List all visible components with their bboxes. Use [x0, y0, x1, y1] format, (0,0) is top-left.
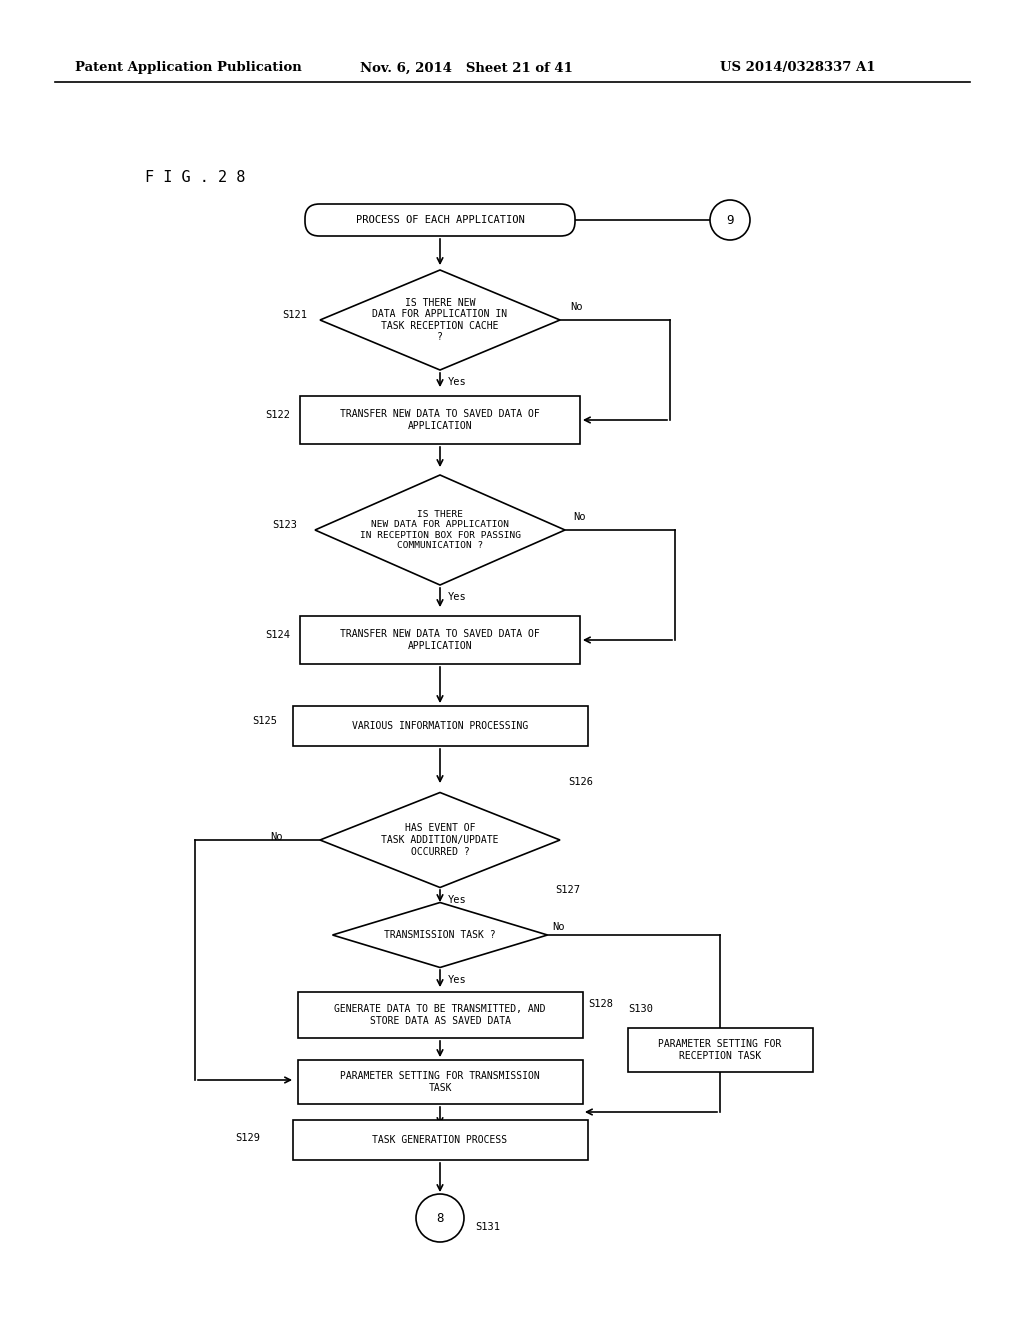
Text: PARAMETER SETTING FOR
RECEPTION TASK: PARAMETER SETTING FOR RECEPTION TASK: [658, 1039, 781, 1061]
Text: S122: S122: [265, 411, 290, 420]
Text: US 2014/0328337 A1: US 2014/0328337 A1: [720, 62, 876, 74]
Text: PROCESS OF EACH APPLICATION: PROCESS OF EACH APPLICATION: [355, 215, 524, 224]
Text: S126: S126: [568, 777, 593, 787]
Polygon shape: [319, 271, 560, 370]
Polygon shape: [315, 475, 565, 585]
Text: F I G . 2 8: F I G . 2 8: [145, 170, 246, 185]
Text: S123: S123: [272, 520, 297, 531]
Text: Patent Application Publication: Patent Application Publication: [75, 62, 302, 74]
Circle shape: [416, 1195, 464, 1242]
Text: HAS EVENT OF
TASK ADDITION/UPDATE
OCCURRED ?: HAS EVENT OF TASK ADDITION/UPDATE OCCURR…: [381, 824, 499, 857]
Text: Nov. 6, 2014   Sheet 21 of 41: Nov. 6, 2014 Sheet 21 of 41: [360, 62, 572, 74]
Text: TRANSFER NEW DATA TO SAVED DATA OF
APPLICATION: TRANSFER NEW DATA TO SAVED DATA OF APPLI…: [340, 630, 540, 651]
Polygon shape: [319, 792, 560, 887]
Text: PARAMETER SETTING FOR TRANSMISSION
TASK: PARAMETER SETTING FOR TRANSMISSION TASK: [340, 1072, 540, 1093]
Text: S130: S130: [628, 1005, 653, 1014]
Bar: [298, 993, 583, 1038]
Text: No: No: [570, 302, 583, 312]
FancyBboxPatch shape: [305, 205, 575, 236]
Bar: [293, 1119, 588, 1160]
Text: Yes: Yes: [449, 378, 467, 387]
Text: S121: S121: [282, 310, 307, 319]
Text: S127: S127: [555, 884, 580, 895]
Bar: [300, 616, 580, 664]
Text: Yes: Yes: [449, 895, 467, 906]
Text: Yes: Yes: [449, 975, 467, 985]
Text: S129: S129: [234, 1133, 260, 1143]
Text: GENERATE DATA TO BE TRANSMITTED, AND
STORE DATA AS SAVED DATA: GENERATE DATA TO BE TRANSMITTED, AND STO…: [334, 1005, 546, 1026]
Text: Yes: Yes: [449, 591, 467, 602]
Text: VARIOUS INFORMATION PROCESSING: VARIOUS INFORMATION PROCESSING: [352, 721, 528, 731]
Circle shape: [710, 201, 750, 240]
Text: 9: 9: [726, 214, 734, 227]
Text: S131: S131: [475, 1222, 500, 1232]
Bar: [293, 706, 588, 746]
Polygon shape: [333, 903, 548, 968]
Text: 8: 8: [436, 1212, 443, 1225]
Text: No: No: [270, 832, 283, 842]
Text: IS THERE
NEW DATA FOR APPLICATION
IN RECEPTION BOX FOR PASSING
COMMUNICATION ?: IS THERE NEW DATA FOR APPLICATION IN REC…: [359, 510, 520, 550]
Text: IS THERE NEW
DATA FOR APPLICATION IN
TASK RECEPTION CACHE
?: IS THERE NEW DATA FOR APPLICATION IN TAS…: [373, 297, 508, 342]
Text: TASK GENERATION PROCESS: TASK GENERATION PROCESS: [373, 1135, 508, 1144]
Text: S124: S124: [265, 630, 290, 640]
Text: S128: S128: [588, 999, 613, 1008]
Bar: [628, 1028, 812, 1072]
Text: TRANSFER NEW DATA TO SAVED DATA OF
APPLICATION: TRANSFER NEW DATA TO SAVED DATA OF APPLI…: [340, 409, 540, 430]
Bar: [298, 1060, 583, 1104]
Text: S125: S125: [252, 715, 278, 726]
Text: TRANSMISSION TASK ?: TRANSMISSION TASK ?: [384, 931, 496, 940]
Bar: [300, 396, 580, 444]
Text: No: No: [573, 512, 586, 521]
Text: No: No: [552, 921, 564, 932]
